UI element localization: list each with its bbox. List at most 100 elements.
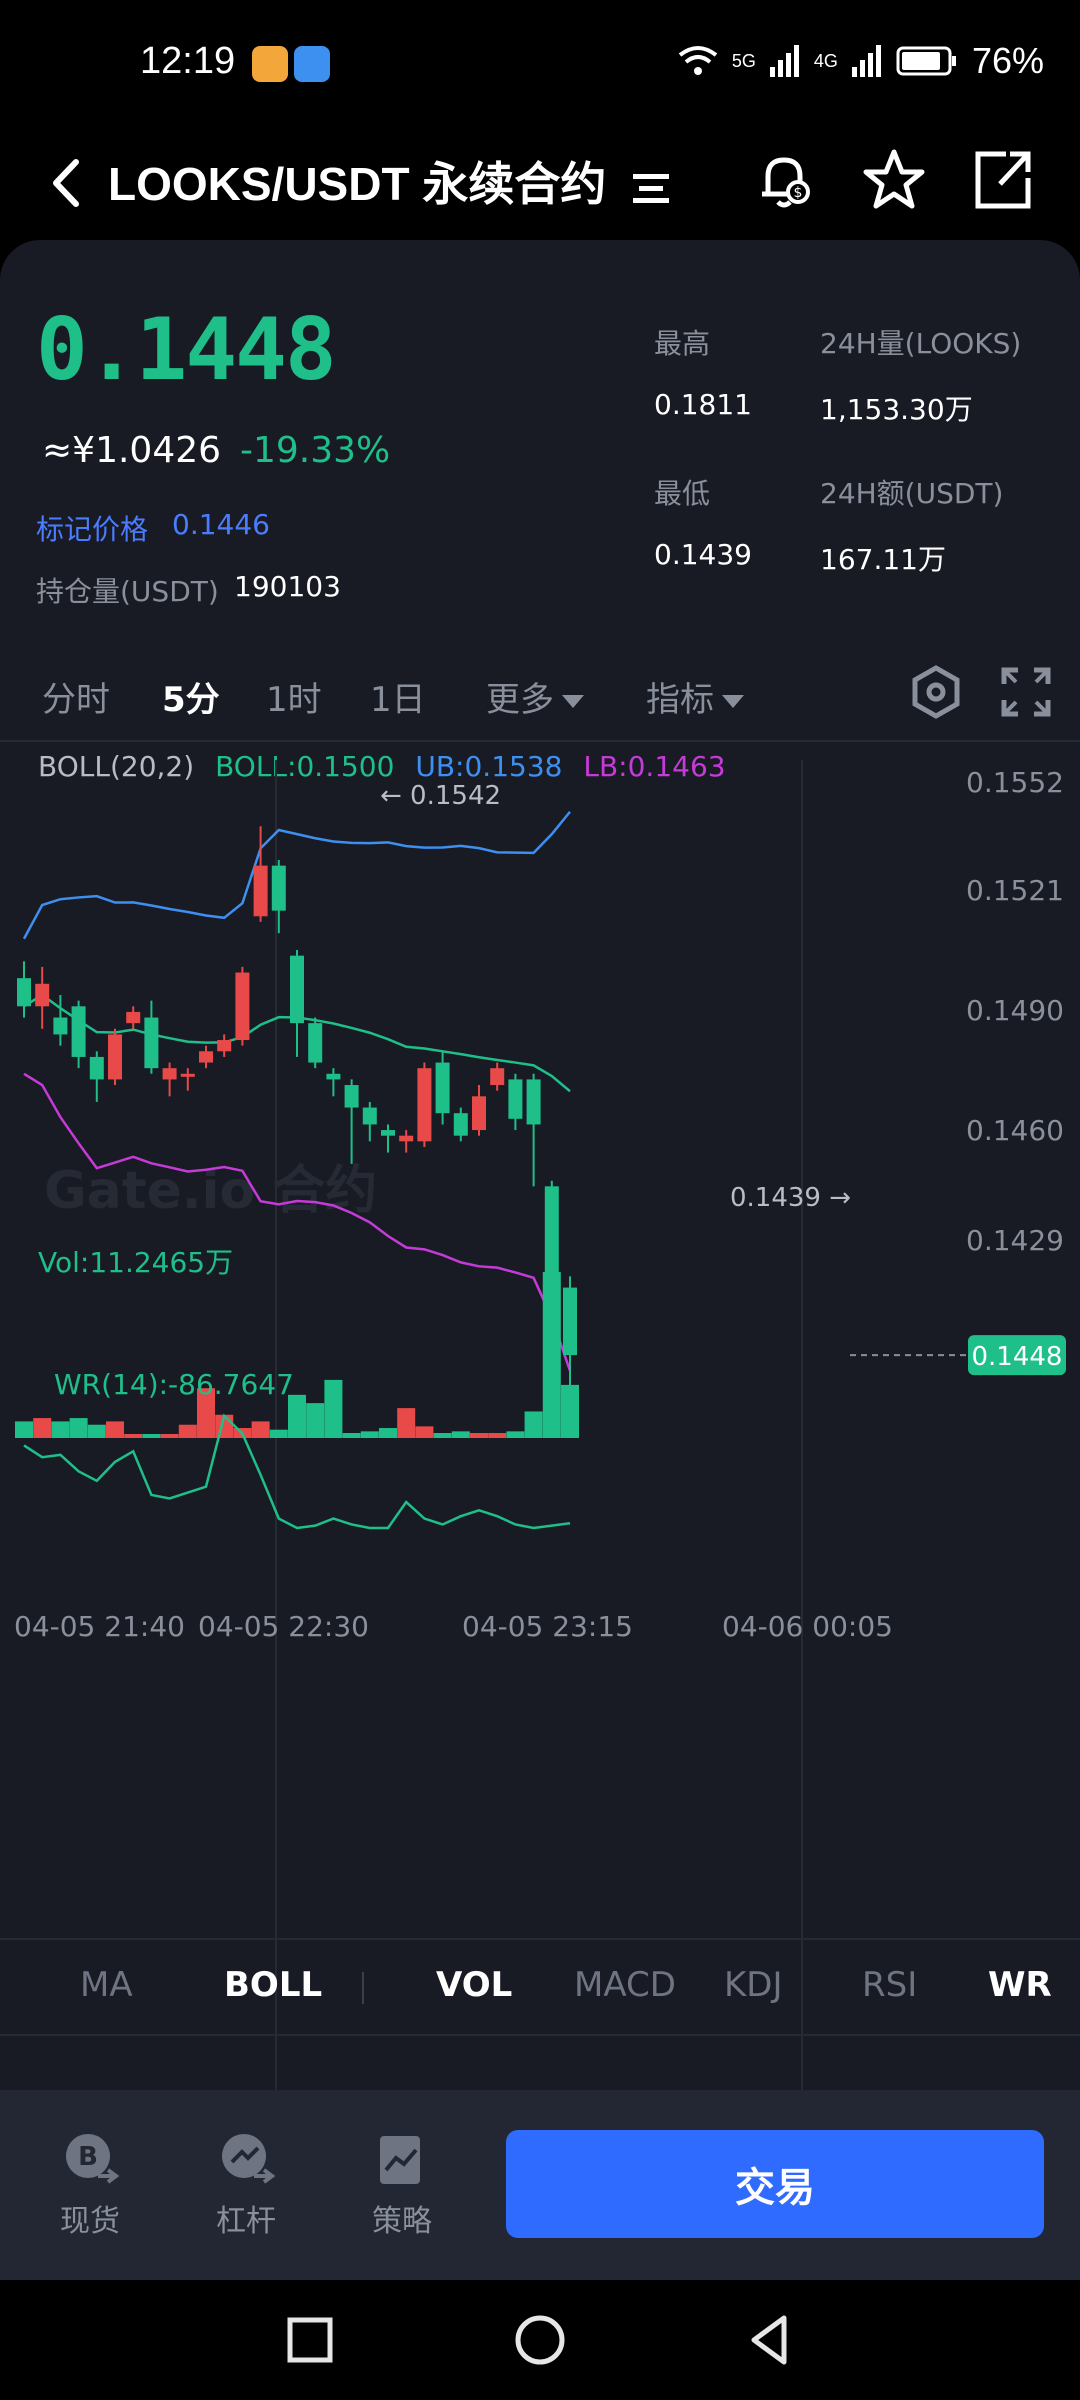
candle-body	[217, 1040, 232, 1052]
volume-bar	[33, 1418, 52, 1438]
boll-upper-line	[22, 810, 571, 940]
favorite-star-icon[interactable]	[858, 144, 930, 216]
candle-body	[253, 865, 268, 917]
volume-bar	[251, 1421, 270, 1438]
app-notification-icon	[252, 46, 288, 82]
trade-button[interactable]: 交易	[506, 2130, 1044, 2238]
candle-body	[108, 1034, 122, 1080]
strategy-button[interactable]: 策略	[342, 2130, 462, 2240]
candle-body	[290, 955, 304, 1024]
wifi-icon	[678, 46, 718, 75]
strategy-label: 策略	[372, 2204, 432, 2239]
divider	[0, 2034, 1080, 2036]
volume-bar	[379, 1428, 397, 1438]
volume-bar	[488, 1433, 507, 1438]
divider	[0, 740, 1080, 742]
candle-body	[308, 1023, 323, 1063]
candle-body	[381, 1130, 395, 1136]
tab-rsi[interactable]: RSI	[862, 1965, 918, 2005]
tab-more-label: 更多	[486, 680, 554, 720]
boll-name: BOLL(20,2)	[38, 750, 195, 783]
tab-indicators[interactable]: 指标	[646, 672, 744, 721]
status-indicators: 5G 4G 76%	[678, 40, 1044, 82]
home-icon[interactable]	[510, 2310, 570, 2370]
candle-body	[71, 1006, 86, 1057]
volume-value: 1,153.30万	[820, 393, 973, 426]
high-value: 0.1811	[654, 388, 752, 421]
volume-bar	[360, 1431, 379, 1438]
open-interest-value: 190103	[234, 570, 341, 603]
kline-chart[interactable]: Gate.io 合约 0.1552 0.1521 0.1490 0.1460 0.1429…	[0, 760, 1080, 2180]
volume-bar	[160, 1434, 179, 1438]
low-value: 0.1439	[654, 538, 752, 571]
volume-bar	[433, 1433, 452, 1438]
header: LOOKS/USDT 永续合约 $	[0, 130, 1080, 240]
volume-bar	[87, 1424, 106, 1438]
mark-price-label[interactable]: 标记价格	[36, 513, 149, 546]
margin-label: 杠杆	[216, 2204, 276, 2239]
candle-body	[35, 983, 50, 1007]
back-icon[interactable]	[740, 2310, 800, 2370]
volume-bar	[69, 1418, 88, 1438]
candle-body	[17, 978, 31, 1007]
battery-percent: 76%	[971, 40, 1044, 81]
fullscreen-icon[interactable]	[998, 664, 1054, 720]
candle-body	[544, 1186, 559, 1288]
spot-icon: B	[66, 2134, 120, 2184]
tab-5min[interactable]: 5分	[162, 680, 220, 720]
signal-icon	[769, 45, 799, 77]
candle-body	[180, 1073, 195, 1077]
high-marker: ← 0.1542	[380, 781, 501, 811]
volume-bar	[342, 1433, 361, 1438]
contract-name: LOOKS/USDT 永续合约	[108, 158, 607, 210]
recent-apps-icon[interactable]	[280, 2310, 340, 2370]
watermark-text: Gate.io 合约	[44, 1161, 377, 1221]
candle-body	[435, 1062, 450, 1114]
time-axis-label: 04-05 21:40	[14, 1610, 185, 1643]
spot-button[interactable]: B 现货	[30, 2130, 150, 2240]
candle-body	[453, 1113, 468, 1136]
market-panel: 0.1448 ≈¥1.0426 -19.33% 标记价格 0.1446 持仓量(…	[0, 240, 1080, 2120]
tab-kdj[interactable]: KDJ	[724, 1965, 783, 2005]
open-interest-label: 持仓量(USDT)	[36, 575, 219, 608]
back-arrow-icon[interactable]	[32, 148, 102, 218]
app-notification-icon-2	[294, 46, 330, 82]
tab-timeline[interactable]: 分时	[42, 680, 110, 720]
candle-body	[235, 972, 250, 1041]
mark-price-value: 0.1446	[172, 508, 270, 541]
network-5g-label: 5G	[731, 50, 756, 71]
volume-bar	[15, 1421, 33, 1438]
price-axis-label: 0.1552	[966, 766, 1064, 799]
high-label: 最高	[654, 327, 711, 360]
current-price-tag-text: 0.1448	[972, 1342, 1063, 1372]
battery-icon	[896, 46, 956, 76]
candle-body	[563, 1287, 577, 1356]
boll-lb-value: LB:0.1463	[583, 750, 726, 783]
boll-ub-value: UB:0.1538	[415, 750, 563, 783]
last-price: 0.1448	[36, 300, 337, 400]
tab-1hour[interactable]: 1时	[266, 680, 322, 720]
tab-wr[interactable]: WR	[988, 1965, 1052, 2005]
tab-more[interactable]: 更多	[486, 672, 584, 721]
candle-body	[472, 1096, 486, 1131]
margin-button[interactable]: 杠杆	[186, 2130, 306, 2240]
page-title[interactable]: LOOKS/USDT 永续合约	[108, 148, 675, 214]
amount-value: 167.11万	[820, 543, 946, 576]
tab-1day[interactable]: 1日	[370, 680, 426, 720]
price-alert-icon[interactable]: $	[748, 144, 820, 216]
chart-settings-icon[interactable]	[908, 664, 964, 720]
amount-label: 24H额(USDT)	[820, 477, 1004, 510]
svg-text:B: B	[78, 2142, 98, 2172]
current-price-tag	[968, 1335, 1066, 1376]
candle-body	[199, 1051, 213, 1063]
price-axis-label: 0.1490	[966, 994, 1064, 1027]
bottom-action-bar: B 现货 杠杆 策略 交易	[0, 2090, 1080, 2280]
tab-vol[interactable]: VOL	[436, 1965, 513, 2005]
low-marker: 0.1439 →	[730, 1183, 851, 1213]
share-icon[interactable]	[966, 144, 1038, 216]
tab-ma[interactable]: MA	[80, 1965, 133, 2005]
strategy-icon	[380, 2136, 420, 2184]
tab-macd[interactable]: MACD	[574, 1965, 676, 2005]
tab-boll[interactable]: BOLL	[224, 1965, 323, 2005]
volume-bar	[269, 1429, 288, 1438]
